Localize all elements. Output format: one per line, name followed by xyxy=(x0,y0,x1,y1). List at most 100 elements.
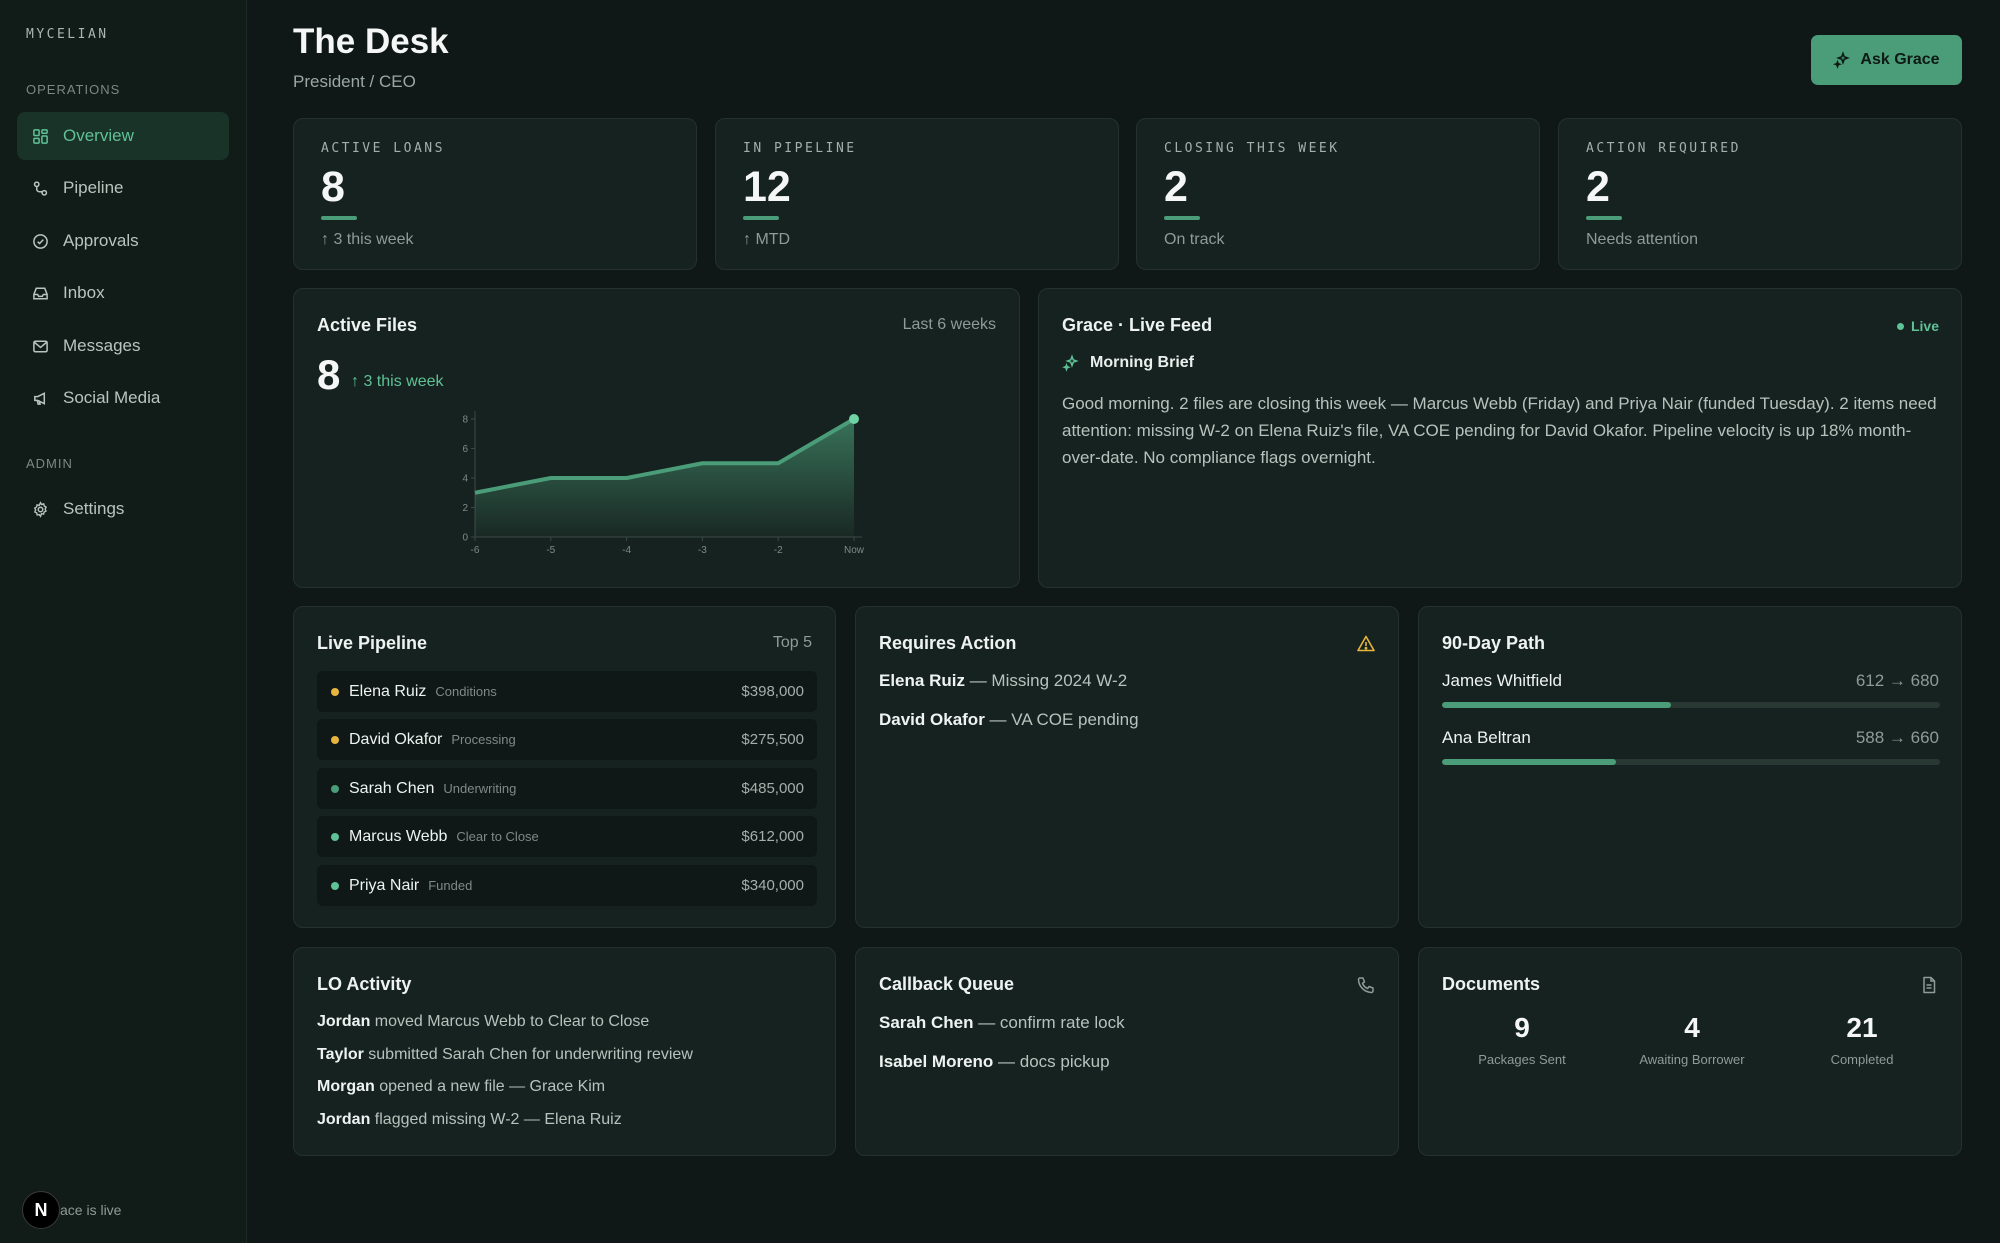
card-title: 90-Day Path xyxy=(1442,633,1546,653)
activity-item: Taylor submitted Sarah Chen for underwri… xyxy=(317,1046,693,1064)
path-progress-track xyxy=(1442,702,1940,708)
n-badge-button[interactable]: N xyxy=(22,1191,60,1229)
pipeline-row[interactable]: David Okafor Processing $275,500 xyxy=(317,719,817,760)
activity-item: Jordan flagged missing W-2 — Elena Ruiz xyxy=(317,1111,622,1129)
x-tick-label: -2 xyxy=(774,545,783,556)
status-dot xyxy=(331,832,339,841)
loan-amount: $612,000 xyxy=(741,828,804,845)
borrower-name: Sarah Chen xyxy=(349,779,435,797)
active-files-delta: ↑ 3 this week xyxy=(351,373,444,390)
stat-underline xyxy=(743,216,779,220)
y-tick-label: 6 xyxy=(462,444,468,455)
status-dot xyxy=(331,735,339,744)
stat-sub: On track xyxy=(1164,231,1225,248)
activity-text: opened a new file — Grace Kim xyxy=(374,1078,606,1095)
card-title: Grace · Live Feed xyxy=(1062,315,1213,335)
borrower-name: Priya Nair xyxy=(349,876,420,894)
morning-brief-title: Morning Brief xyxy=(1090,354,1194,371)
callback-text: — confirm rate lock xyxy=(973,1013,1125,1032)
doc-stat-label: Packages Sent xyxy=(1478,1052,1566,1067)
sidebar-footer: ace is live N xyxy=(22,1191,121,1229)
sidebar-item-inbox[interactable]: Inbox xyxy=(17,269,229,317)
grid-icon xyxy=(31,127,49,145)
action-item[interactable]: Elena Ruiz — Missing 2024 W-2 xyxy=(879,671,1127,691)
x-tick-label: -6 xyxy=(471,545,480,556)
live-indicator: Live xyxy=(1896,318,1939,334)
loan-amount: $340,000 xyxy=(741,877,804,894)
active-files-value: 8 xyxy=(317,351,341,398)
lo-activity-card: LO Activity Jordan moved Marcus Webb to … xyxy=(293,947,836,1156)
activity-text: flagged missing W-2 — Elena Ruiz xyxy=(370,1111,622,1128)
sidebar-item-approvals[interactable]: Approvals xyxy=(17,217,229,265)
live-label: Live xyxy=(1910,318,1939,334)
pipeline-row[interactable]: Elena Ruiz Conditions $398,000 xyxy=(317,671,817,712)
status-dot xyxy=(331,881,339,890)
sidebar-item-label: Messages xyxy=(63,336,141,355)
y-tick-label: 2 xyxy=(462,503,468,514)
sidebar-item-social-media[interactable]: Social Media xyxy=(17,374,229,422)
doc-stat-value: 4 xyxy=(1684,1012,1700,1043)
status-dot xyxy=(331,687,339,696)
pipeline-row[interactable]: Sarah Chen Underwriting $485,000 xyxy=(317,768,817,809)
activity-item: Morgan opened a new file — Grace Kim xyxy=(317,1078,605,1096)
activity-actor: Jordan xyxy=(317,1013,371,1030)
morning-brief-text: Good morning. 2 files are closing this w… xyxy=(1062,394,1937,467)
callback-name: Sarah Chen xyxy=(879,1013,974,1032)
stat-card-closing-this-week: CLOSING THIS WEEK 2 On track xyxy=(1136,118,1540,270)
stat-card-action-required: ACTION REQUIRED 2 Needs attention xyxy=(1558,118,1962,270)
sidebar: MYCELIAN OPERATIONS Overview Pipeline Ap… xyxy=(0,0,247,1243)
pipeline-row[interactable]: Priya Nair Funded $340,000 xyxy=(317,865,817,906)
card-title: LO Activity xyxy=(317,974,412,994)
route-icon xyxy=(31,179,49,197)
activity-actor: Jordan xyxy=(317,1111,371,1128)
callback-item[interactable]: Isabel Moreno — docs pickup xyxy=(879,1052,1110,1072)
loan-stage: Funded xyxy=(428,878,473,893)
x-tick-label: -5 xyxy=(546,545,555,556)
callback-name: Isabel Moreno xyxy=(879,1052,994,1071)
action-item[interactable]: David Okafor — VA COE pending xyxy=(879,710,1139,730)
check-circle-icon xyxy=(31,232,49,250)
sidebar-item-label: Inbox xyxy=(63,283,105,302)
chart-line xyxy=(474,417,856,495)
sidebar-item-settings[interactable]: Settings xyxy=(17,485,229,533)
doc-stat-label: Completed xyxy=(1830,1052,1894,1067)
status-dot xyxy=(331,784,339,793)
loan-stage: Conditions xyxy=(435,684,497,699)
live-status-text: ace is live xyxy=(60,1202,122,1218)
live-pipeline-card: Live Pipeline Top 5 Elena Ruiz Condition… xyxy=(293,606,836,928)
activity-text: submitted Sarah Chen for underwriting re… xyxy=(363,1046,693,1063)
pipeline-row[interactable]: Marcus Webb Clear to Close $612,000 xyxy=(317,816,817,857)
sidebar-item-pipeline[interactable]: Pipeline xyxy=(17,164,229,212)
ask-grace-button[interactable]: Ask Grace xyxy=(1811,35,1962,85)
y-tick-label: 0 xyxy=(462,533,468,544)
operations-section-label: OPERATIONS xyxy=(26,82,121,97)
stat-underline xyxy=(321,216,357,220)
sidebar-item-label: Approvals xyxy=(63,231,139,250)
sidebar-item-label: Settings xyxy=(63,499,125,518)
stat-label: ACTION REQUIRED xyxy=(1586,141,1741,156)
path-borrower-name: James Whitfield xyxy=(1442,671,1562,690)
card-title: Callback Queue xyxy=(879,974,1015,994)
active-files-card: Active Files Last 6 weeks 8 ↑ 3 this wee… xyxy=(293,288,1020,588)
callback-item[interactable]: Sarah Chen — confirm rate lock xyxy=(879,1013,1125,1033)
sidebar-item-messages[interactable]: Messages xyxy=(17,322,229,370)
brand-logo: MYCELIAN xyxy=(26,27,109,42)
megaphone-icon xyxy=(31,389,49,407)
path-score: 588 → 660 xyxy=(1855,728,1939,747)
sparkle-icon xyxy=(1833,51,1851,69)
stat-value: 2 xyxy=(1586,163,1610,211)
action-text: — Missing 2024 W-2 xyxy=(964,671,1128,690)
loan-amount: $485,000 xyxy=(741,780,804,797)
card-title: Live Pipeline xyxy=(317,633,428,653)
document-icon xyxy=(1923,976,1936,994)
card-title: Documents xyxy=(1442,974,1541,994)
sidebar-item-label: Pipeline xyxy=(63,178,124,197)
sidebar-item-overview[interactable]: Overview xyxy=(17,112,229,160)
loan-stage: Underwriting xyxy=(443,781,517,796)
stat-label: IN PIPELINE xyxy=(743,141,857,156)
requires-action-card: Requires Action Elena Ruiz — Missing 202… xyxy=(855,606,1399,928)
admin-section-label: ADMIN xyxy=(26,456,73,471)
stat-sub: ↑ MTD xyxy=(743,231,791,248)
live-dot xyxy=(1896,322,1904,330)
stat-label: ACTIVE LOANS xyxy=(321,141,445,156)
